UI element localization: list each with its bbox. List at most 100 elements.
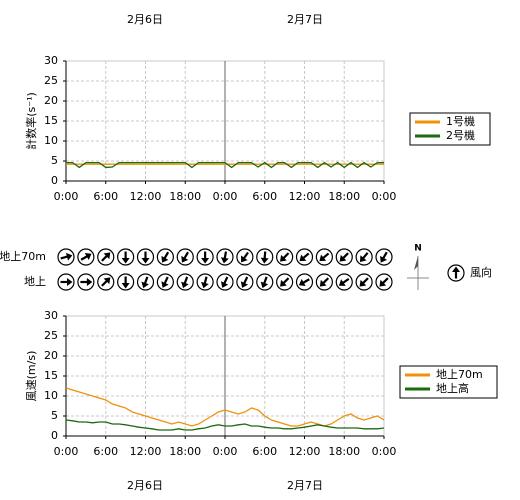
arrow-shaft <box>80 255 89 261</box>
arrow <box>339 252 349 262</box>
x-tick-label: 12:00 <box>289 190 321 203</box>
arrow-shaft <box>263 251 267 260</box>
arrow <box>298 278 310 286</box>
arrow-head <box>161 281 169 288</box>
arrow <box>80 253 92 261</box>
arrow-shaft <box>60 255 69 260</box>
arrow <box>380 251 388 263</box>
arrow <box>60 278 73 286</box>
y-tick-label: 0 <box>51 429 58 442</box>
arrow <box>201 251 210 264</box>
arrow-shaft <box>302 252 310 260</box>
arrow-head <box>86 278 93 286</box>
legend-label: 1号機 <box>446 114 475 128</box>
x-tick-label: 0:00 <box>213 445 238 458</box>
y-tick-label: 30 <box>44 309 58 322</box>
arrow-shaft <box>302 278 310 284</box>
arrow-head <box>319 279 327 287</box>
arrow <box>201 276 209 289</box>
wind-arrow <box>335 273 353 291</box>
date-label: 2月6日 <box>127 479 163 492</box>
wind-arrow <box>256 248 274 266</box>
x-tick-label: 6:00 <box>93 190 118 203</box>
arrow <box>280 277 290 287</box>
arrow-head <box>201 281 209 289</box>
y-tick-label: 20 <box>44 94 58 107</box>
wind-arrow <box>57 273 75 291</box>
arrow-shaft <box>282 252 290 260</box>
arrow <box>241 251 249 263</box>
wind-arrow <box>117 273 135 291</box>
wind-arrow <box>156 273 174 291</box>
wind-arrow <box>375 248 393 266</box>
arrow <box>240 276 249 288</box>
arrow <box>121 276 130 289</box>
wind-arrow <box>97 248 115 266</box>
wind-arrow <box>77 273 95 291</box>
arrow-shaft <box>163 251 170 260</box>
legend-box <box>399 365 498 399</box>
x-tick-label: 0:00 <box>213 190 238 203</box>
wind-arrow <box>117 248 135 266</box>
arrow <box>181 276 189 289</box>
x-tick-label: 12:00 <box>130 445 162 458</box>
y-tick-label: 25 <box>44 329 58 342</box>
y-axis-label: 計数率(s⁻¹) <box>24 92 38 150</box>
arrow-head <box>121 283 130 289</box>
y-tick-label: 30 <box>44 54 58 67</box>
arrow-shaft <box>381 277 389 285</box>
y-tick-label: 5 <box>51 409 58 422</box>
row-label: 地上 <box>24 275 46 288</box>
y-tick-label: 20 <box>44 349 58 362</box>
legend-label: 2号機 <box>446 128 475 142</box>
arrow-head <box>241 255 248 263</box>
arrow-shaft <box>101 254 108 262</box>
arrow-shaft <box>243 276 249 285</box>
arrow <box>101 252 111 262</box>
x-tick-label: 6:00 <box>252 190 277 203</box>
arrow-head <box>103 277 111 285</box>
arrow-head <box>298 279 306 286</box>
arrow-head <box>181 255 189 263</box>
arrow <box>379 277 389 287</box>
y-tick-label: 15 <box>44 114 58 127</box>
arrow-shaft <box>223 276 229 285</box>
arrow <box>319 277 330 287</box>
arrow <box>260 276 269 289</box>
y-tick-label: 0 <box>51 174 58 187</box>
arrow-head <box>103 252 111 260</box>
arrow <box>319 252 330 262</box>
arrow <box>220 251 229 264</box>
series-line <box>65 387 385 427</box>
wind-arrow <box>276 248 294 266</box>
arrow-head <box>220 281 229 288</box>
wind-arrow <box>276 273 294 291</box>
wind-arrow <box>57 248 75 266</box>
wind-arrow <box>156 248 174 266</box>
wind-arrow <box>315 273 333 291</box>
date-label: 2月7日 <box>287 479 323 492</box>
arrow <box>181 251 189 263</box>
wind-arrow <box>176 248 194 266</box>
x-tick-label: 18:00 <box>328 190 360 203</box>
wind-arrow <box>355 273 373 291</box>
arrow <box>452 266 460 279</box>
arrow-shaft <box>223 251 228 260</box>
arrow-head <box>141 258 150 264</box>
arrow-head <box>220 257 229 264</box>
wind-arrow <box>216 248 234 266</box>
arrow-head <box>260 281 269 289</box>
y-tick-label: 25 <box>44 74 58 87</box>
wind-arrow <box>315 248 333 266</box>
date-label: 2月7日 <box>287 13 323 26</box>
arrow-head <box>280 279 287 287</box>
arrow-shaft <box>342 252 349 260</box>
wind-arrow <box>355 248 373 266</box>
arrow <box>141 276 149 289</box>
y-axis-label: 風速(m/s) <box>25 351 38 402</box>
x-tick-label: 18:00 <box>169 445 201 458</box>
arrow <box>359 252 369 262</box>
arrow-head <box>380 255 387 263</box>
arrow-head <box>359 255 367 262</box>
wind-arrow <box>176 273 194 291</box>
